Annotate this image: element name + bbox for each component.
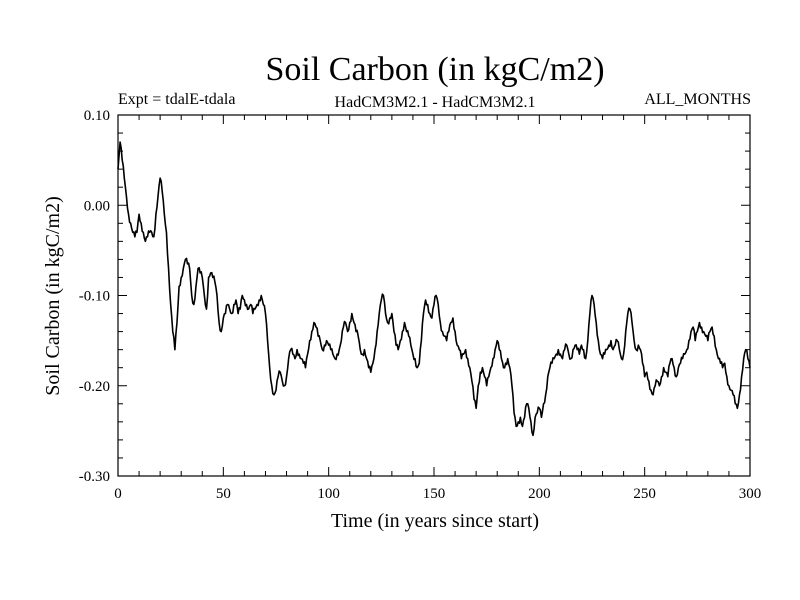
y-tick-label: 0.10 <box>84 108 110 124</box>
x-tick-label: 100 <box>317 486 340 502</box>
chart-title: Soil Carbon (in kgC/m2) <box>265 51 604 88</box>
subtitle-left: Expt = tdalE-tdala <box>118 91 235 108</box>
x-tick-label: 250 <box>633 486 656 502</box>
x-tick-label: 150 <box>423 486 446 502</box>
x-tick-label: 200 <box>528 486 551 502</box>
y-tick-label: 0.00 <box>84 198 110 214</box>
y-tick-label: -0.30 <box>79 469 110 485</box>
x-tick-label: 50 <box>216 486 231 502</box>
y-tick-labels: 0.10 0.00 -0.10 -0.20 -0.30 <box>79 108 110 485</box>
subtitle-right: ALL_MONTHS <box>644 91 751 108</box>
x-axis-label: Time (in years since start) <box>331 510 539 532</box>
x-tick-labels: 0 50 100 150 200 250 300 <box>114 486 761 502</box>
series-line <box>117 141 751 437</box>
y-tick-label: -0.10 <box>79 289 110 305</box>
x-tick-label: 300 <box>739 486 762 502</box>
y-axis-label: Soil Carbon (in kgC/m2) <box>42 196 64 395</box>
axis-ticks <box>117 114 751 477</box>
subtitle-center: HadCM3M2.1 - HadCM3M2.1 <box>335 94 536 111</box>
plot-frame <box>117 114 751 477</box>
y-tick-label: -0.20 <box>79 379 110 395</box>
x-tick-label: 0 <box>114 486 122 502</box>
